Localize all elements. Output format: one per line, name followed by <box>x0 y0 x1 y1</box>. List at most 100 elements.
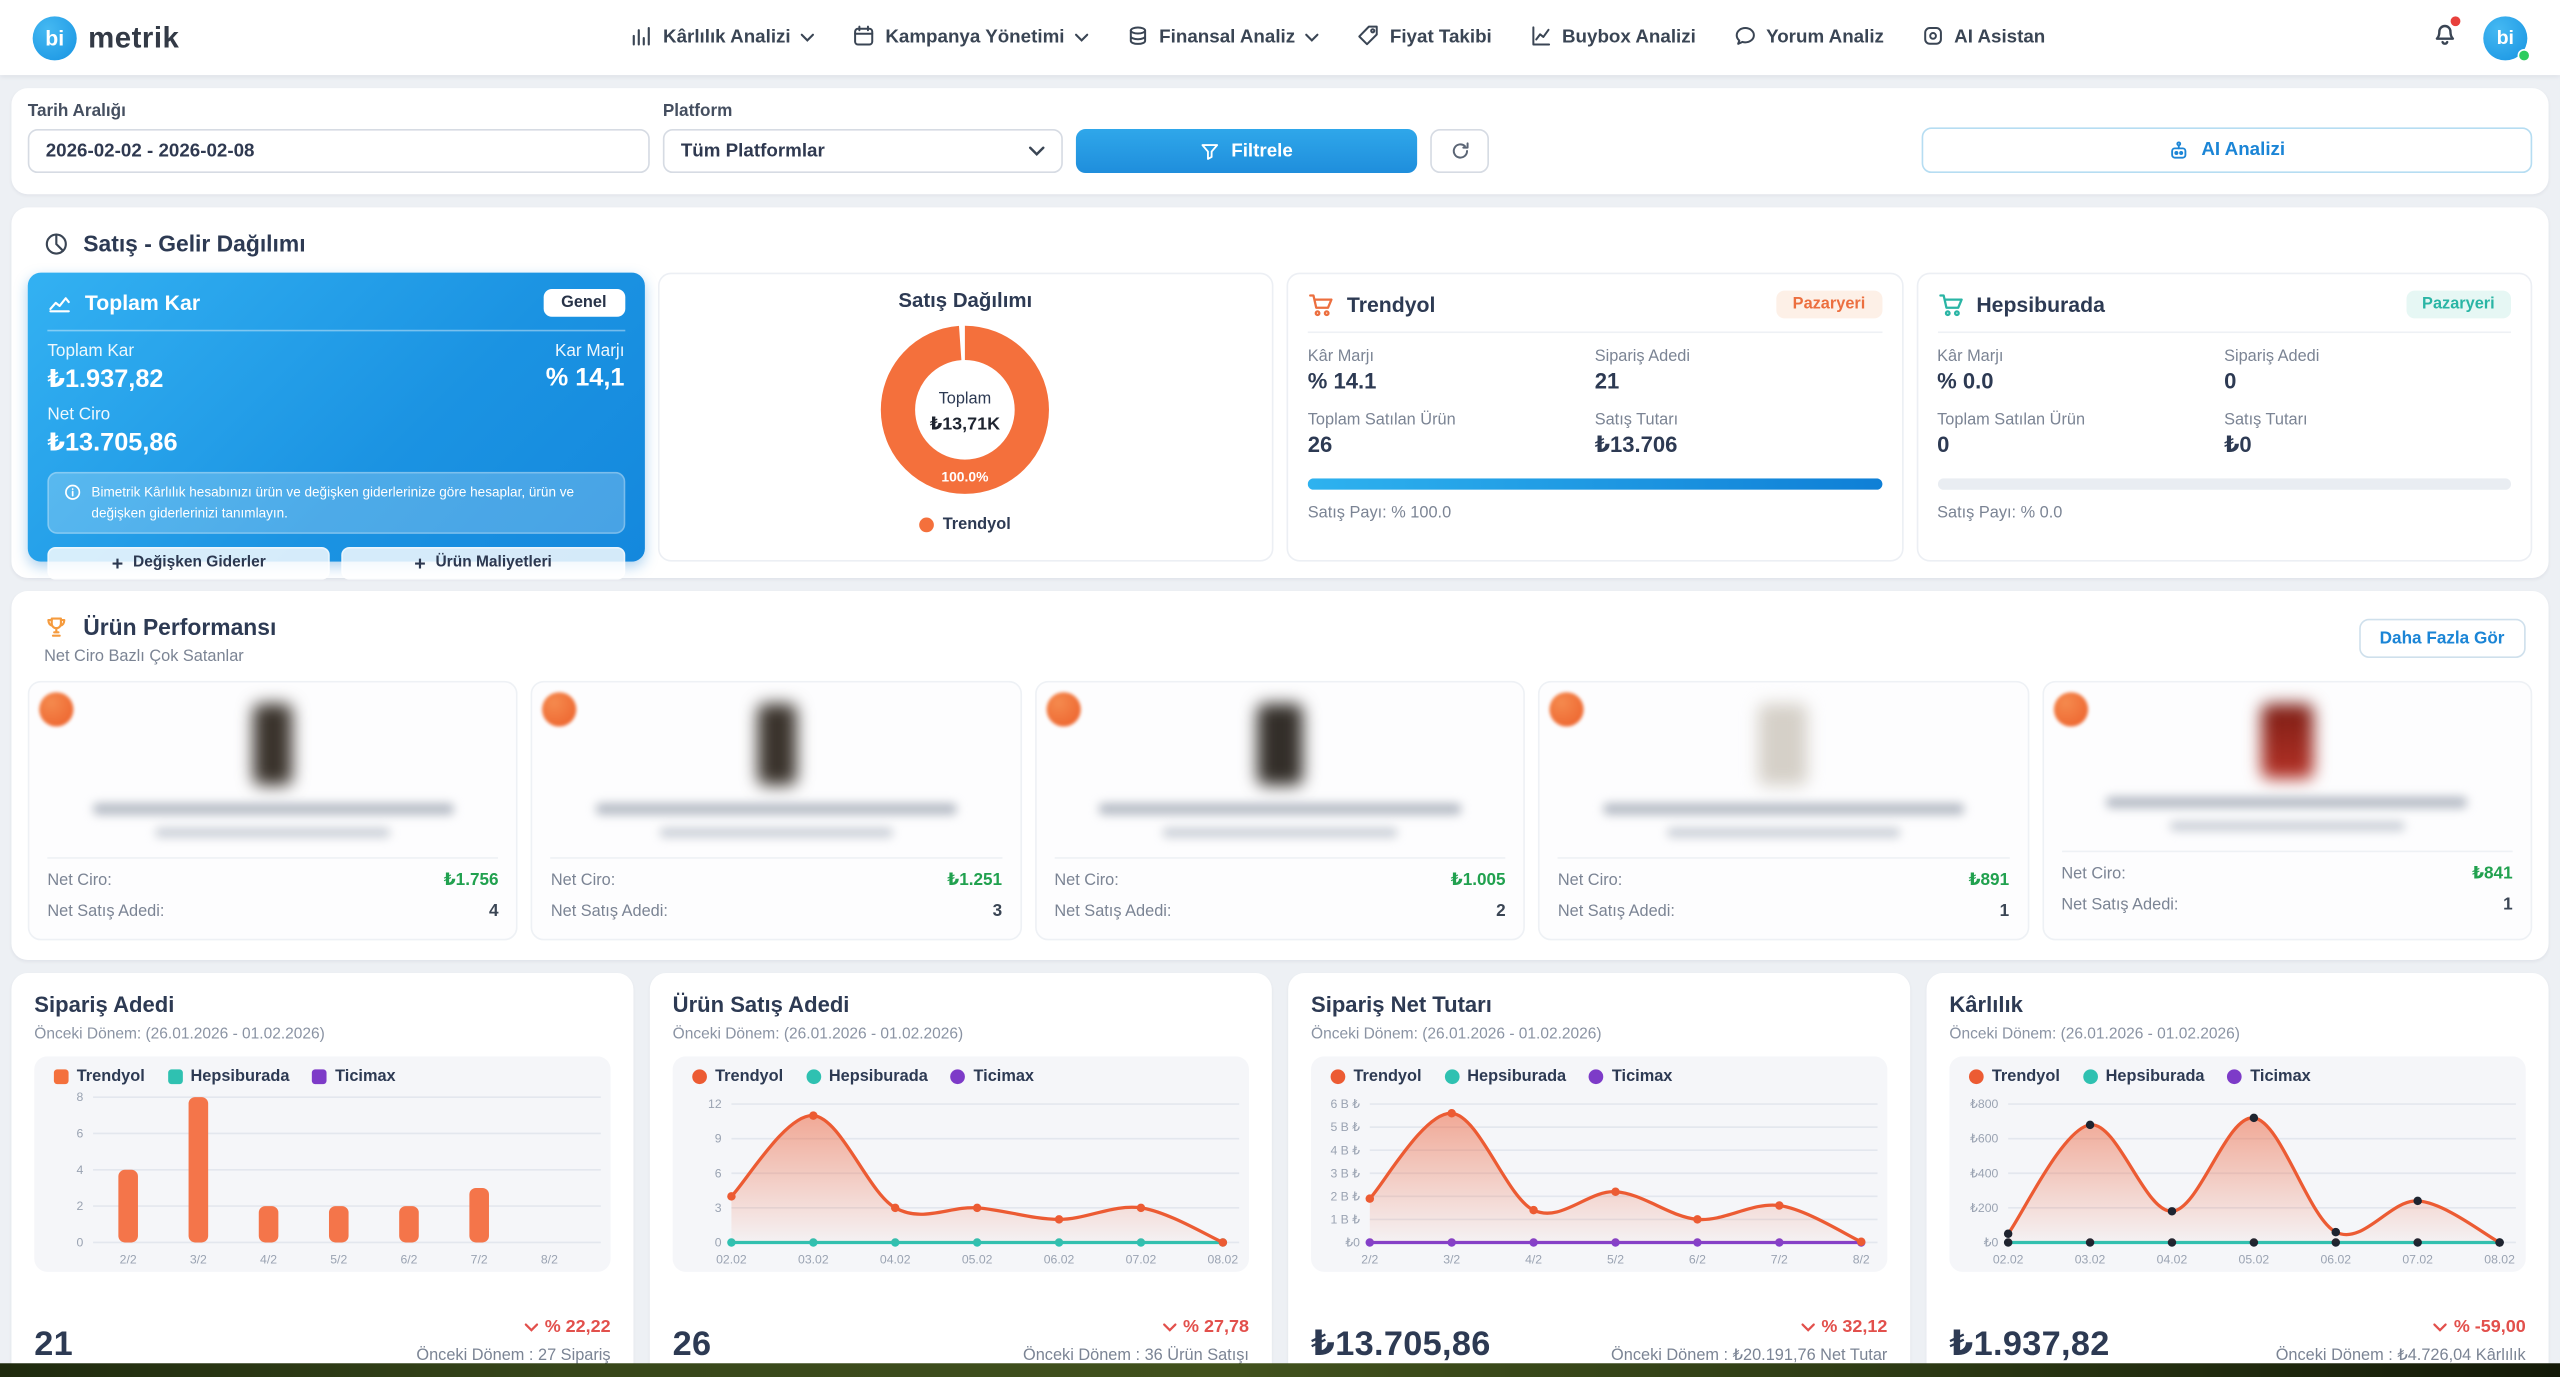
metric-title: Sipariş Adedi <box>34 992 175 1018</box>
metric-card-siparis-net-tutari: Sipariş Net Tutarı Önceki Dönem: (26.01.… <box>1288 973 1911 1377</box>
net-ciro-value: ₺1.005 <box>1450 870 1506 890</box>
main-nav: Kârlılık Analizi Kampanya Yönetimi Finan… <box>565 24 2045 52</box>
notifications-button[interactable] <box>2431 16 2461 56</box>
product-card[interactable]: Net Ciro: ₺891 Net Satış Adedi: 1 <box>1538 680 2029 941</box>
marketplace-badge: Pazaryeri <box>2405 290 2512 319</box>
marketplace-badge-icon <box>1549 692 1584 727</box>
nav-item-label: Buybox Analizi <box>1561 27 1696 48</box>
nav-item-yorum-analiz[interactable]: Yorum Analiz <box>1733 24 1884 52</box>
legend-item: Trendyol <box>1968 1068 2060 1086</box>
total-profit-card: Toplam Kar Genel Toplam Kar ₺1.937,82 Ka… <box>27 272 645 580</box>
svg-text:₺800: ₺800 <box>1970 1097 1998 1111</box>
sales-distribution-title: Satış Dağılımı <box>898 288 1033 312</box>
svg-text:9: 9 <box>715 1132 722 1146</box>
chevron-down-icon <box>1305 28 1320 48</box>
filter-bar: Tarih Aralığı Platform Tüm Platformlar F… <box>11 88 2549 195</box>
net-sales-label: Net Satış Adedi: <box>1557 902 1675 920</box>
svg-text:Toplam: Toplam <box>939 389 992 407</box>
stat-label: Toplam Satılan Ürün <box>1307 411 1456 430</box>
marketplace-badge-icon <box>39 692 74 727</box>
nav-item-ai-asistan[interactable]: AI Asistan <box>1922 24 2045 52</box>
legend-item: Trendyol <box>919 516 1011 534</box>
user-avatar[interactable]: bi <box>2483 15 2531 62</box>
ai-analysis-button[interactable]: AI Analizi <box>1921 127 2533 174</box>
sales-share-bar <box>1937 478 2512 490</box>
svg-text:1 B ₺: 1 B ₺ <box>1330 1212 1360 1226</box>
stat-amount: Satış Tutarı ₺13.706 <box>1595 411 1882 458</box>
svg-text:04.02: 04.02 <box>880 1253 911 1267</box>
platform-select-value: Tüm Platformlar <box>680 141 825 161</box>
brand-logo-icon: bi <box>32 15 77 60</box>
notification-badge <box>2450 16 2461 27</box>
stat-value: ₺0 <box>2224 432 2252 458</box>
svg-text:8/2: 8/2 <box>1853 1253 1870 1267</box>
trendyol-stats: Kâr Marjı % 14.1 Sipariş Adedi 21 Toplam… <box>1308 348 1882 459</box>
legend-swatch <box>53 1069 69 1085</box>
brand-logo-text: metrik <box>88 20 180 54</box>
chart-legend: Trendyol Hepsiburada Ticimax <box>41 1060 604 1088</box>
add-product-costs-button[interactable]: + Ürün Maliyetleri <box>341 546 625 580</box>
trend-down-icon <box>1800 1323 1815 1332</box>
product-card[interactable]: Net Ciro: ₺841 Net Satış Adedi: 1 <box>2041 680 2533 941</box>
stat-value: ₺13.706 <box>1594 432 1678 458</box>
legend-swatch <box>1589 1069 1604 1085</box>
stat-label: Toplam Satılan Ürün <box>1937 411 2086 430</box>
sales-share-text: Satış Payı: % 0.0 <box>1937 504 2063 523</box>
net-ciro-label: Net Ciro: <box>1054 871 1119 889</box>
net-sales-row: Net Satış Adedi: 1 <box>1558 901 2009 921</box>
net-ciro-value: ₺841 <box>2472 863 2513 884</box>
svg-text:6: 6 <box>76 1127 83 1141</box>
see-more-button[interactable]: Daha Fazla Gör <box>2358 618 2526 658</box>
stat-units: Toplam Satılan Ürün 0 <box>1937 411 2224 458</box>
svg-text:0: 0 <box>76 1236 83 1250</box>
add-variable-expenses-button[interactable]: + Değişken Giderler <box>47 546 331 580</box>
nav-item-karlilik-analizi[interactable]: Kârlılık Analizi <box>630 24 815 52</box>
chart-plot: 0 2 4 6 8 2/2 3/2 4/2 5/2 6/2 7/2 8/2 <box>41 1087 604 1268</box>
marketplace-badge-icon <box>1046 692 1081 727</box>
product-card[interactable]: Net Ciro: ₺1.005 Net Satış Adedi: 2 <box>1034 680 1526 941</box>
trend-down-icon <box>524 1323 538 1332</box>
nav-item-kampanya-yonetimi[interactable]: Kampanya Yönetimi <box>853 24 1089 52</box>
product-card[interactable]: Net Ciro: ₺1.756 Net Satış Adedi: 4 <box>27 680 519 941</box>
svg-text:03.02: 03.02 <box>2075 1253 2106 1267</box>
product-card[interactable]: Net Ciro: ₺1.251 Net Satış Adedi: 3 <box>531 680 1022 941</box>
nav-item-buybox-analizi[interactable]: Buybox Analizi <box>1529 24 1696 52</box>
filter-button-label: Filtrele <box>1231 141 1293 161</box>
svg-text:7/2: 7/2 <box>471 1253 488 1267</box>
date-range-input[interactable] <box>27 128 650 174</box>
net-sales-label: Net Satış Adedi: <box>1054 902 1172 920</box>
brand-logo[interactable]: bi metrik <box>32 15 180 60</box>
tag-icon <box>1357 24 1380 52</box>
net-sales-row: Net Satış Adedi: 3 <box>551 901 1002 921</box>
svg-text:06.02: 06.02 <box>2320 1253 2351 1267</box>
stat-label: Kâr Marjı <box>1937 347 2004 366</box>
refresh-button[interactable] <box>1430 128 1489 174</box>
net-sales-value: 2 <box>1496 901 1506 921</box>
svg-text:₺400: ₺400 <box>1970 1166 1998 1180</box>
metric-value: 26 <box>672 1325 712 1364</box>
nav-item-finansal-analiz[interactable]: Finansal Analiz <box>1127 24 1320 52</box>
net-ciro-value: ₺891 <box>1968 870 2010 890</box>
svg-text:2: 2 <box>76 1199 83 1213</box>
net-ciro-row: Net Ciro: ₺1.251 <box>551 870 1002 890</box>
sales-revenue-section: Satış - Gelir Dağılımı Toplam Kar Genel … <box>11 207 2549 580</box>
svg-text:₺200: ₺200 <box>1970 1201 1998 1215</box>
nav-item-fiyat-takibi[interactable]: Fiyat Takibi <box>1357 24 1492 52</box>
stat-label: Satış Tutarı <box>1594 411 1679 430</box>
net-ciro-value: ₺1.756 <box>443 870 499 890</box>
filter-button[interactable]: Filtrele <box>1075 128 1418 174</box>
sales-section-header: Satış - Gelir Dağılımı <box>28 220 2532 272</box>
nav-item-label: Fiyat Takibi <box>1389 27 1492 48</box>
legend-swatch <box>1330 1069 1346 1085</box>
product-costs-label: Ürün Maliyetleri <box>435 553 552 572</box>
platform-select[interactable]: Tüm Platformlar <box>662 128 1063 174</box>
legend-swatch <box>919 517 935 533</box>
desktop-background-strip <box>0 1362 2560 1377</box>
sales-share-fill <box>1307 478 1882 490</box>
calendar-icon <box>853 24 876 52</box>
general-badge[interactable]: Genel <box>543 288 625 317</box>
stat-value: % 14.1 <box>1307 368 1377 394</box>
net-ciro-value: ₺1.251 <box>947 870 1003 890</box>
legend-item: Ticimax <box>1589 1068 1672 1086</box>
cart-icon <box>1938 293 1962 316</box>
